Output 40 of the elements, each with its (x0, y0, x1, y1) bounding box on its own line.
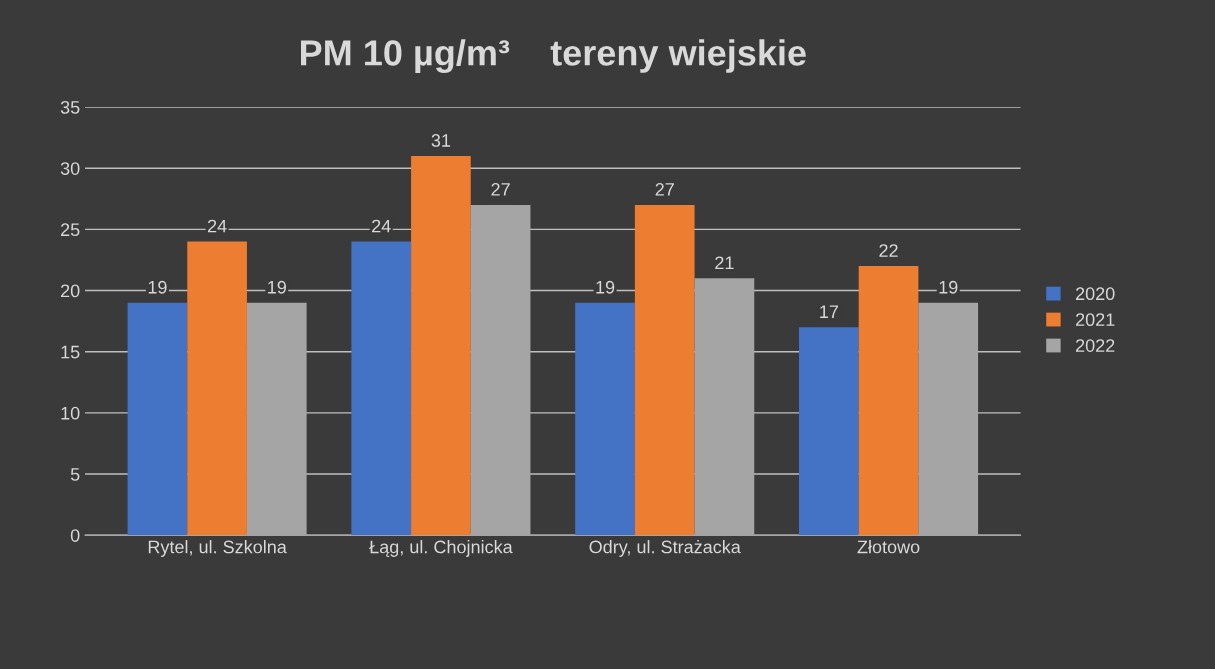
x-tick-label: Rytel, ul. Szkolna (148, 540, 287, 557)
y-tick-label: 0 (70, 529, 80, 542)
bar (470, 204, 531, 536)
x-tick-label: Złotowo (857, 540, 920, 554)
bar (858, 266, 919, 536)
data-label: 31 (431, 134, 451, 147)
bar (694, 278, 755, 536)
data-label: 27 (655, 183, 674, 196)
chart-title: PM 10 µg/m³ tereny wiejskie (301, 39, 806, 74)
data-label: 21 (715, 256, 734, 269)
x-tick-label: Odry, ul. Strażacka (589, 540, 741, 557)
data-label: 24 (207, 219, 227, 233)
bar (918, 302, 979, 536)
legend-label: 2021 (1076, 313, 1115, 327)
y-tick-label: 20 (61, 284, 80, 298)
y-tick-label: 10 (61, 406, 80, 420)
data-label: 17 (820, 305, 838, 318)
y-tick-label: 35 (60, 100, 80, 114)
data-label: 19 (268, 280, 286, 294)
bar (127, 302, 188, 536)
y-tick-label: 30 (60, 162, 80, 175)
bar (575, 302, 635, 536)
data-label: 27 (491, 183, 510, 196)
y-tick-label: 15 (61, 345, 80, 359)
data-label: 22 (879, 244, 898, 257)
bar (187, 241, 247, 536)
data-label: 24 (372, 219, 391, 233)
bar (634, 204, 695, 536)
legend-label: 2020 (1076, 287, 1115, 301)
bar (799, 327, 859, 536)
bar (351, 241, 412, 536)
data-label: 19 (596, 280, 615, 294)
data-label: 19 (148, 280, 167, 294)
y-tick-label: 25 (61, 223, 80, 237)
bar (246, 302, 307, 536)
bar (411, 155, 471, 536)
y-tick-label: 5 (70, 468, 80, 481)
legend-label: 2022 (1076, 339, 1115, 352)
x-tick-label: Łąg, ul. Chojnicka (369, 540, 513, 557)
data-label: 19 (939, 280, 958, 294)
